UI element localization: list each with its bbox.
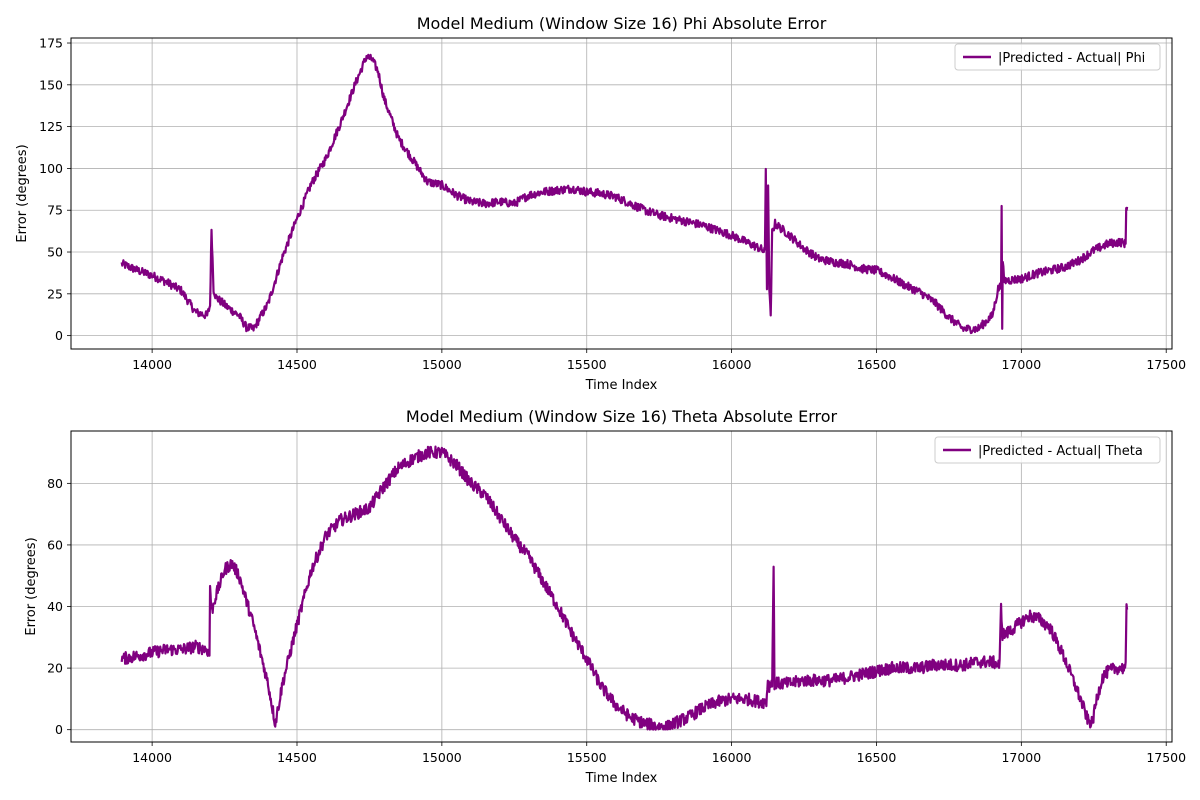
y-tick-label: 0 — [55, 328, 63, 343]
legend: |Predicted - Actual| Phi — [954, 43, 1161, 71]
chart-title: Model Medium (Window Size 16) Phi Absolu… — [417, 14, 827, 33]
x-tick-label: 15000 — [422, 357, 462, 372]
legend-box — [934, 436, 1161, 464]
x-tick-label: 16500 — [857, 357, 897, 372]
x-tick-label: 15500 — [567, 750, 607, 765]
x-tick-label: 14000 — [132, 750, 172, 765]
y-axis-label: Error (degrees) — [15, 144, 30, 242]
y-tick-label: 50 — [47, 245, 63, 260]
y-tick-label: 40 — [47, 599, 63, 614]
x-tick-label: 17000 — [1001, 750, 1041, 765]
y-tick-label: 75 — [47, 203, 63, 218]
x-tick-label: 16000 — [712, 750, 752, 765]
legend-label: |Predicted - Actual| Phi — [998, 51, 1145, 66]
plot-frame — [70, 430, 1173, 743]
x-tick-label: 14000 — [132, 357, 172, 372]
theta-chart: 14000 14500 15000 15500 16000 16500 17000 17500… — [24, 407, 1186, 786]
plot-frame — [70, 37, 1173, 350]
y-tick-label: 150 — [39, 77, 63, 92]
chart-title: Model Medium (Window Size 16) Theta Abso… — [406, 407, 838, 426]
x-tick-label: 16000 — [712, 357, 752, 372]
x-tick-label: 17500 — [1146, 357, 1186, 372]
legend: |Predicted - Actual| Theta — [934, 436, 1161, 464]
y-tick-label: 175 — [39, 36, 63, 51]
x-tick-label: 17500 — [1146, 750, 1186, 765]
y-tick-label: 25 — [47, 286, 63, 301]
series-line-theta — [120, 445, 1129, 731]
x-tick-label: 15500 — [567, 357, 607, 372]
legend-label: |Predicted - Actual| Theta — [978, 444, 1143, 459]
series-line-phi — [120, 53, 1129, 335]
x-tick-label: 14500 — [277, 750, 317, 765]
y-tick-label: 60 — [47, 537, 63, 552]
x-axis-label: Time Index — [585, 378, 658, 393]
x-tick-label: 16500 — [857, 750, 897, 765]
x-tick-label: 15000 — [422, 750, 462, 765]
y-axis-label: Error (degrees) — [24, 537, 39, 635]
x-axis-label: Time Index — [585, 771, 658, 786]
phi-chart: 14000 14500 15000 15500 16000 16500 17000 17500… — [15, 14, 1186, 393]
y-tick-label: 20 — [47, 661, 63, 676]
legend-box — [954, 43, 1161, 71]
y-tick-label: 100 — [39, 161, 63, 176]
y-tick-label: 125 — [39, 119, 63, 134]
x-tick-label: 17000 — [1001, 357, 1041, 372]
y-tick-label: 0 — [55, 722, 63, 737]
y-tick-label: 80 — [47, 476, 63, 491]
x-tick-label: 14500 — [277, 357, 317, 372]
